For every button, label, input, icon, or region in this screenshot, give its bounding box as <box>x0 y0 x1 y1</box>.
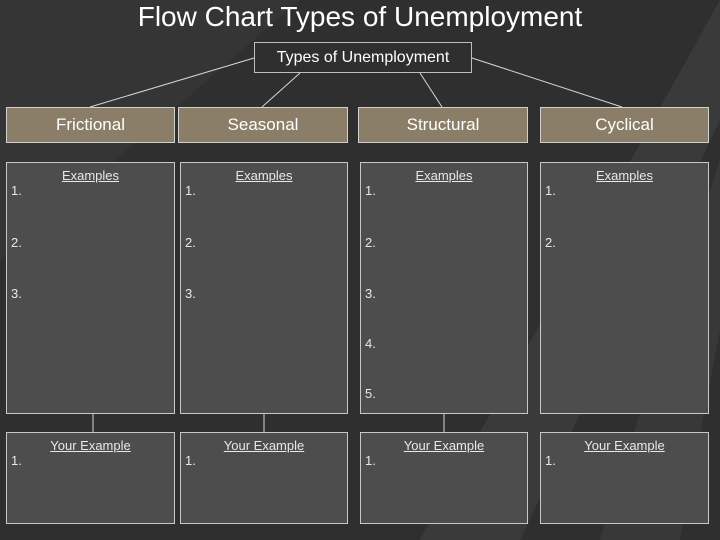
connector-root-cyclical <box>471 57 623 108</box>
example-item: 1. <box>185 183 196 198</box>
your-example-item: 1. <box>545 453 556 468</box>
example-item: 2. <box>11 235 22 250</box>
examples-box-seasonal: Examples 1. 2. 3. <box>180 162 348 414</box>
examples-label: Examples <box>595 168 654 183</box>
category-structural: Structural <box>358 107 528 143</box>
your-example-label: Your Example <box>403 438 485 453</box>
your-example-box-seasonal: Your Example 1. <box>180 432 348 524</box>
your-example-item: 1. <box>185 453 196 468</box>
connector-root-frictional <box>89 57 255 108</box>
example-item: 4. <box>365 336 376 351</box>
your-example-label: Your Example <box>584 438 665 453</box>
examples-box-structural: Examples 1. 2. 3. 4. 5. <box>360 162 528 414</box>
example-item: 1. <box>545 183 556 198</box>
your-example-box-structural: Your Example 1. <box>360 432 528 524</box>
connector-root-seasonal <box>261 72 301 108</box>
example-item: 3. <box>185 286 196 301</box>
root-node: Types of Unemployment <box>254 42 472 73</box>
your-example-box-frictional: Your Example 1. <box>6 432 175 524</box>
examples-box-frictional: Examples 1. 2. 3. <box>6 162 175 414</box>
your-example-box-cyclical: Your Example 1. <box>540 432 709 524</box>
category-frictional: Frictional <box>6 107 175 143</box>
your-example-label: Your Example <box>50 438 131 453</box>
your-example-item: 1. <box>365 453 376 468</box>
examples-label: Examples <box>61 168 120 183</box>
example-item: 2. <box>365 235 376 250</box>
your-example-item: 1. <box>11 453 22 468</box>
page-title: Flow Chart Types of Unemployment <box>137 1 583 32</box>
example-item: 2. <box>545 235 556 250</box>
examples-label: Examples <box>415 168 473 183</box>
examples-label: Examples <box>235 168 293 183</box>
category-cyclical: Cyclical <box>540 107 709 143</box>
example-item: 3. <box>365 286 376 301</box>
category-seasonal: Seasonal <box>178 107 348 143</box>
example-item: 1. <box>365 183 376 198</box>
your-example-label: Your Example <box>223 438 305 453</box>
example-item: 1. <box>11 183 22 198</box>
examples-box-cyclical: Examples 1. 2. <box>540 162 709 414</box>
example-item: 2. <box>185 235 196 250</box>
connector-root-structural <box>419 72 443 108</box>
example-item: 3. <box>11 286 22 301</box>
example-item: 5. <box>365 386 376 401</box>
